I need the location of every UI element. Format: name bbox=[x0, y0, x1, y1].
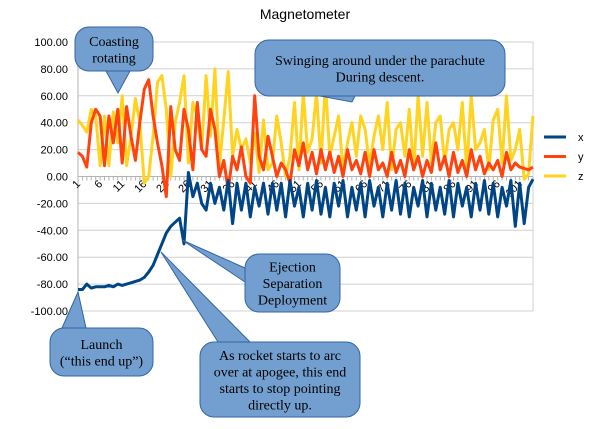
callout-swinging: Swinging around under the parachuteDurin… bbox=[254, 39, 506, 103]
y-tick-label: -60.00 bbox=[37, 252, 68, 264]
y-axis-ticks: 100.00 80.00 60.00 40.00 20.00 0.00 -20.00 -40.… bbox=[31, 37, 68, 318]
y-tick-label: -20.00 bbox=[37, 198, 68, 210]
x-tick-label: 11 bbox=[111, 178, 128, 195]
legend: xyz bbox=[544, 132, 584, 183]
x-tick-label: 1 bbox=[70, 178, 83, 191]
y-tick-label: -100.00 bbox=[31, 306, 68, 318]
callout-text: (“this end up”) bbox=[60, 354, 144, 369]
callout-launch: Launch(“this end up”) bbox=[49, 290, 154, 377]
callout-fill bbox=[77, 29, 151, 69]
legend-label-z: z bbox=[578, 171, 584, 183]
x-tick-label: 6 bbox=[92, 178, 105, 191]
callout-text: During descent. bbox=[336, 70, 425, 85]
callout-text: Separation bbox=[263, 277, 323, 292]
y-tick-label: -40.00 bbox=[37, 225, 68, 237]
callout-text: over at apogee, this end bbox=[214, 365, 347, 380]
series-line-x bbox=[78, 171, 535, 291]
y-tick-label: 40.00 bbox=[40, 118, 68, 130]
callout-pointer bbox=[61, 290, 87, 329]
callout-text: Swinging around under the parachute bbox=[275, 54, 485, 69]
callout-text: Ejection bbox=[269, 261, 316, 276]
y-tick-label: 0.00 bbox=[47, 172, 68, 184]
callout-text: directly up. bbox=[248, 398, 312, 413]
callout-fill bbox=[247, 256, 338, 310]
callout-fill bbox=[257, 42, 503, 94]
callout-pointer bbox=[160, 251, 252, 343]
callout-text: As rocket starts to arc bbox=[219, 349, 341, 364]
series-lines bbox=[76, 67, 535, 291]
callout-fill bbox=[202, 344, 358, 415]
callout-text: rotating bbox=[92, 51, 136, 66]
callout-pointer bbox=[319, 95, 356, 103]
legend-label-x: x bbox=[578, 132, 584, 144]
y-tick-label: 80.00 bbox=[40, 64, 68, 76]
callout-text: Coasting bbox=[89, 35, 139, 50]
y-tick-label: 60.00 bbox=[40, 91, 68, 103]
series-line-y bbox=[76, 78, 534, 199]
callout-pointer bbox=[105, 70, 131, 95]
y-tick-label: 20.00 bbox=[40, 145, 68, 157]
callout-text: Deployment bbox=[258, 294, 327, 309]
y-tick-label: -80.00 bbox=[37, 279, 68, 291]
legend-label-y: y bbox=[578, 152, 584, 164]
callout-text: starts to stop pointing bbox=[220, 382, 341, 397]
y-tick-label: 100.00 bbox=[34, 37, 68, 49]
callout-text: Launch bbox=[81, 338, 123, 353]
callout-pointer bbox=[181, 239, 246, 283]
callout-fill bbox=[52, 330, 151, 374]
chart-title: Magnetometer bbox=[260, 6, 351, 22]
